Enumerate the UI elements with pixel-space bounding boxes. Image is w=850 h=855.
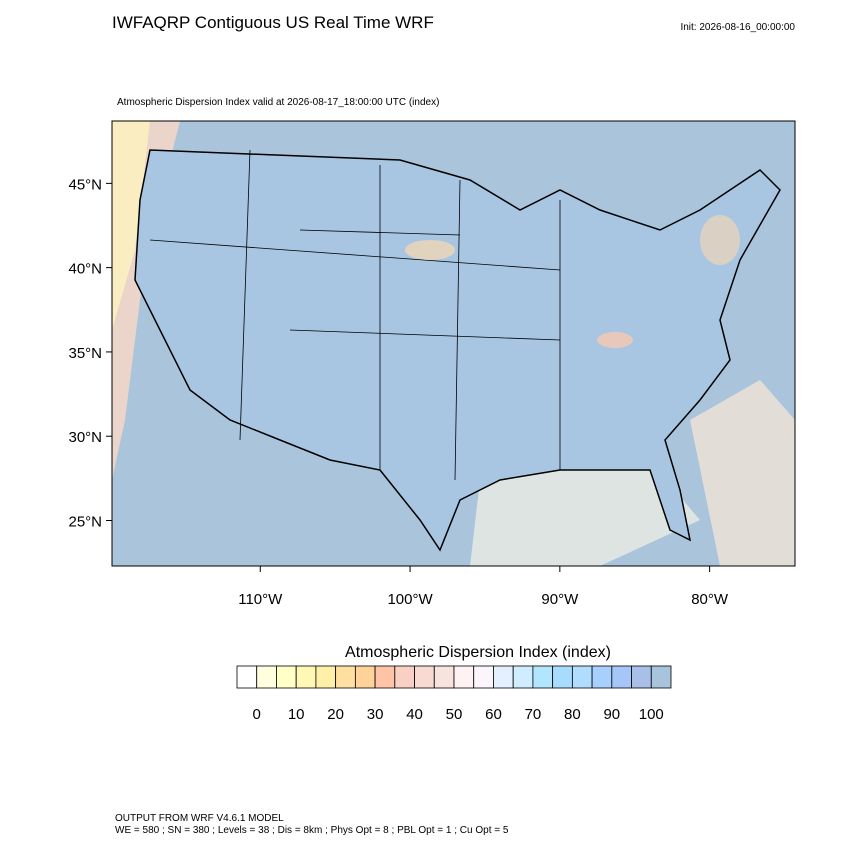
colorbar-label: 80: [564, 706, 581, 723]
colorbar-label: 10: [288, 706, 305, 723]
colorbar-box: [571, 665, 593, 689]
colorbar-box: [276, 665, 297, 689]
colorbar-box: [354, 665, 376, 689]
colorbar-box: [473, 665, 494, 689]
colorbar-box: [631, 665, 652, 689]
colorbar-box: [256, 665, 277, 689]
map-frame: [111, 120, 796, 567]
lat-tick-label: 25°N: [68, 513, 102, 530]
colorbar-box: [611, 665, 632, 689]
colorbar: 0 10 20 30 40 50 60 70 80 90 100: [236, 665, 672, 723]
lon-tick-label: 80°W: [691, 591, 729, 608]
ocean-patch: [470, 450, 700, 566]
lat-tick-label: 30°N: [68, 429, 102, 446]
colorbar-box: [315, 665, 337, 689]
colorbar-box: [512, 665, 534, 689]
map: [111, 120, 796, 567]
lon-tick-label: 100°W: [387, 591, 433, 608]
init-time: Init: 2026-08-16_00:00:00: [680, 22, 795, 33]
footer-line: OUTPUT FROM WRF V4.6.1 MODEL: [115, 813, 284, 824]
colorbar-label: 100: [639, 706, 664, 723]
state-borders: [149, 149, 561, 481]
lat-tick-label: 45°N: [68, 176, 102, 193]
lat-tick-label: 35°N: [68, 345, 102, 362]
colorbar-label: 60: [485, 706, 502, 723]
lon-tick-label: 90°W: [541, 591, 579, 608]
lat-tick-label: 40°N: [68, 261, 102, 278]
colorbar-box: [493, 665, 514, 689]
colorbar-box: [394, 665, 415, 689]
lon-tick-label: 110°W: [238, 591, 283, 608]
ocean-patch: [112, 121, 150, 330]
colorbar-box: [236, 665, 258, 689]
colorbar-box: [295, 665, 317, 689]
title: IWFAQRP Contiguous US Real Time WRF: [112, 13, 434, 32]
ocean-patch: [690, 380, 795, 566]
index-patch: [597, 332, 633, 348]
colorbar-label: 40: [406, 706, 423, 723]
colorbar-title: Atmospheric Dispersion Index (index): [345, 644, 611, 661]
colorbar-label: 90: [603, 706, 620, 723]
colorbar-box: [453, 665, 475, 689]
colorbar-box: [335, 665, 356, 689]
colorbar-box: [532, 665, 554, 689]
index-patch: [405, 240, 455, 260]
colorbar-label: 70: [525, 706, 542, 723]
colorbar-box: [433, 665, 455, 689]
index-patch: [700, 215, 740, 265]
colorbar-box: [414, 665, 435, 689]
subtitle: Atmospheric Dispersion Index valid at 20…: [117, 97, 439, 108]
colorbar-box: [650, 665, 672, 689]
colorbar-label: 30: [367, 706, 384, 723]
colorbar-label: 0: [253, 706, 261, 723]
colorbar-label: 50: [446, 706, 463, 723]
footer-line: WE = 580 ; SN = 380 ; Levels = 38 ; Dis …: [115, 825, 509, 836]
colorbar-box: [552, 665, 573, 689]
colorbar-box: [591, 665, 613, 689]
colorbar-box: [374, 665, 396, 689]
colorbar-label: 20: [327, 706, 344, 723]
